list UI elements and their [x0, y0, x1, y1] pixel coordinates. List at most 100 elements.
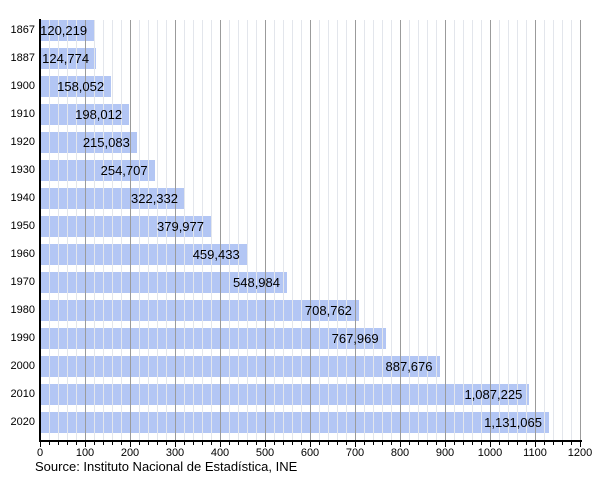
- x-tick-minor: [256, 442, 257, 445]
- x-tick-minor: [454, 442, 455, 445]
- gridline-major: [310, 20, 311, 440]
- x-tick-minor: [49, 442, 50, 445]
- gridline-major: [445, 20, 446, 440]
- x-tick-minor: [544, 442, 545, 445]
- x-tick-minor: [184, 442, 185, 445]
- x-tick-minor: [148, 442, 149, 445]
- gridline-major: [400, 20, 401, 440]
- gridline-major: [85, 20, 86, 440]
- value-label: 1,087,225: [464, 387, 523, 402]
- x-tick-label: 900: [435, 447, 455, 459]
- gridline-minor: [49, 20, 50, 440]
- gridline-minor: [202, 20, 203, 440]
- x-tick-minor: [373, 442, 374, 445]
- gridline-minor: [256, 20, 257, 440]
- x-tick-label: 1100: [523, 447, 547, 459]
- x-tick-label: 500: [255, 447, 275, 459]
- year-label: 1920: [10, 136, 35, 148]
- x-tick-label: 300: [165, 447, 185, 459]
- gridline-minor: [229, 20, 230, 440]
- year-label: 1950: [10, 220, 35, 232]
- gridline-minor: [508, 20, 509, 440]
- x-tick-label: 1000: [477, 447, 503, 459]
- x-tick-minor: [391, 442, 392, 445]
- gridline-minor: [472, 20, 473, 440]
- x-tick-minor: [283, 442, 284, 445]
- x-tick-minor: [121, 442, 122, 445]
- x-tick-minor: [571, 442, 572, 445]
- gridline-minor: [139, 20, 140, 440]
- x-tick-minor: [319, 442, 320, 445]
- x-tick-major: [445, 442, 446, 447]
- year-label: 1970: [10, 276, 35, 288]
- gridline-minor: [562, 20, 563, 440]
- x-tick-label: 600: [300, 447, 320, 459]
- gridline-minor: [319, 20, 320, 440]
- population-bar: [40, 160, 155, 181]
- x-tick-minor: [157, 442, 158, 445]
- x-tick-major: [175, 442, 176, 447]
- x-tick-minor: [517, 442, 518, 445]
- gridline-minor: [112, 20, 113, 440]
- gridline-minor: [391, 20, 392, 440]
- gridline-major: [220, 20, 221, 440]
- x-tick-minor: [382, 442, 383, 445]
- year-label: 1990: [10, 332, 35, 344]
- gridline-minor: [121, 20, 122, 440]
- year-label: 2010: [10, 388, 35, 400]
- x-tick-minor: [346, 442, 347, 445]
- gridline-minor: [337, 20, 338, 440]
- gridline-minor: [364, 20, 365, 440]
- gridline-minor: [571, 20, 572, 440]
- year-label: 1887: [10, 52, 35, 64]
- x-tick-minor: [166, 442, 167, 445]
- gridline-minor: [157, 20, 158, 440]
- year-label: 1867: [10, 24, 35, 36]
- x-tick-minor: [292, 442, 293, 445]
- value-label: 708,762: [304, 303, 352, 318]
- gridline-minor: [328, 20, 329, 440]
- x-tick-minor: [418, 442, 419, 445]
- x-tick-major: [580, 442, 581, 447]
- gridline-minor: [454, 20, 455, 440]
- x-tick-minor: [139, 442, 140, 445]
- gridline-minor: [427, 20, 428, 440]
- x-tick-minor: [427, 442, 428, 445]
- value-label: 120,219: [40, 23, 88, 38]
- x-tick-minor: [229, 442, 230, 445]
- gridline-major: [130, 20, 131, 440]
- gridline-minor: [211, 20, 212, 440]
- x-tick-minor: [202, 442, 203, 445]
- population-bar: [40, 412, 549, 433]
- gridline-minor: [166, 20, 167, 440]
- x-tick-minor: [472, 442, 473, 445]
- gridline-major: [535, 20, 536, 440]
- gridline-minor: [526, 20, 527, 440]
- x-tick-major: [265, 442, 266, 447]
- x-tick-minor: [112, 442, 113, 445]
- x-tick-minor: [337, 442, 338, 445]
- x-tick-minor: [553, 442, 554, 445]
- gridline-minor: [94, 20, 95, 440]
- x-tick-label: 100: [75, 447, 95, 459]
- gridline-minor: [76, 20, 77, 440]
- x-tick-minor: [463, 442, 464, 445]
- value-label: 379,977: [157, 219, 204, 234]
- gridline-minor: [283, 20, 284, 440]
- gridline-minor: [553, 20, 554, 440]
- gridline-minor: [373, 20, 374, 440]
- x-tick-minor: [526, 442, 527, 445]
- value-label: 459,433: [192, 247, 240, 262]
- gridline-minor: [58, 20, 59, 440]
- gridline-minor: [247, 20, 248, 440]
- gridline-minor: [463, 20, 464, 440]
- x-tick-minor: [364, 442, 365, 445]
- value-label: 254,707: [100, 163, 148, 178]
- x-tick-label: 400: [210, 447, 230, 459]
- gridline-major: [580, 20, 581, 440]
- x-tick-major: [355, 442, 356, 447]
- source-note: Source: Instituto Nacional de Estadístic…: [35, 459, 298, 474]
- population-bar: [40, 104, 130, 125]
- x-tick-label: 1200: [567, 447, 593, 459]
- plot-area: 120,219 124,774 158,052 198,012 215,083 254,7…: [40, 20, 581, 440]
